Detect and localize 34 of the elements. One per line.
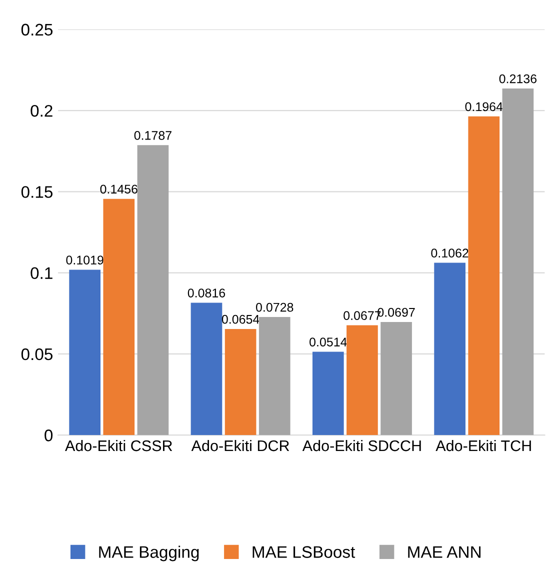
- bar: [434, 262, 466, 436]
- x-tick-label: Ado-Ekiti SDCCH: [302, 440, 421, 452]
- data-label: 0.0728: [256, 302, 294, 312]
- y-tick-label: 0.15: [21, 186, 53, 198]
- data-label: 0.1019: [66, 256, 104, 264]
- bar: [137, 145, 169, 436]
- x-tick-label: Ado-Ekiti DCR: [191, 440, 290, 452]
- bar: [103, 198, 135, 436]
- bar: [190, 302, 222, 436]
- bar: [69, 270, 100, 436]
- x-tick-label: Ado-Ekiti TCH: [436, 440, 531, 452]
- data-label: 0.2136: [499, 74, 537, 84]
- bar: [380, 322, 412, 436]
- y-tick-label: 0: [44, 430, 53, 442]
- bar: [468, 116, 500, 436]
- legend-label: MAE LSBoost: [252, 546, 356, 558]
- legend-label: MAE Bagging: [99, 546, 199, 562]
- y-tick-label: 0.25: [21, 24, 53, 36]
- data-label: 0.0816: [188, 288, 226, 298]
- x-tick-label: Ado-Ekiti CSSR: [65, 440, 172, 452]
- bar: [258, 316, 290, 436]
- y-tick-label: 0.05: [21, 348, 53, 360]
- bar: [502, 88, 534, 436]
- y-tick-label: 0.2: [30, 104, 52, 117]
- bar: [346, 325, 378, 436]
- bar: [312, 352, 344, 436]
- legend-label: MAE ANN: [408, 546, 480, 558]
- data-label: 0.1964: [465, 102, 503, 112]
- y-tick-label: 0.1: [30, 267, 52, 280]
- data-label: 0.1062: [431, 248, 468, 258]
- data-label: 0.0654: [222, 314, 260, 324]
- bar: [224, 328, 256, 436]
- data-label: 0.1456: [100, 184, 138, 194]
- data-label: 0.1787: [134, 131, 172, 140]
